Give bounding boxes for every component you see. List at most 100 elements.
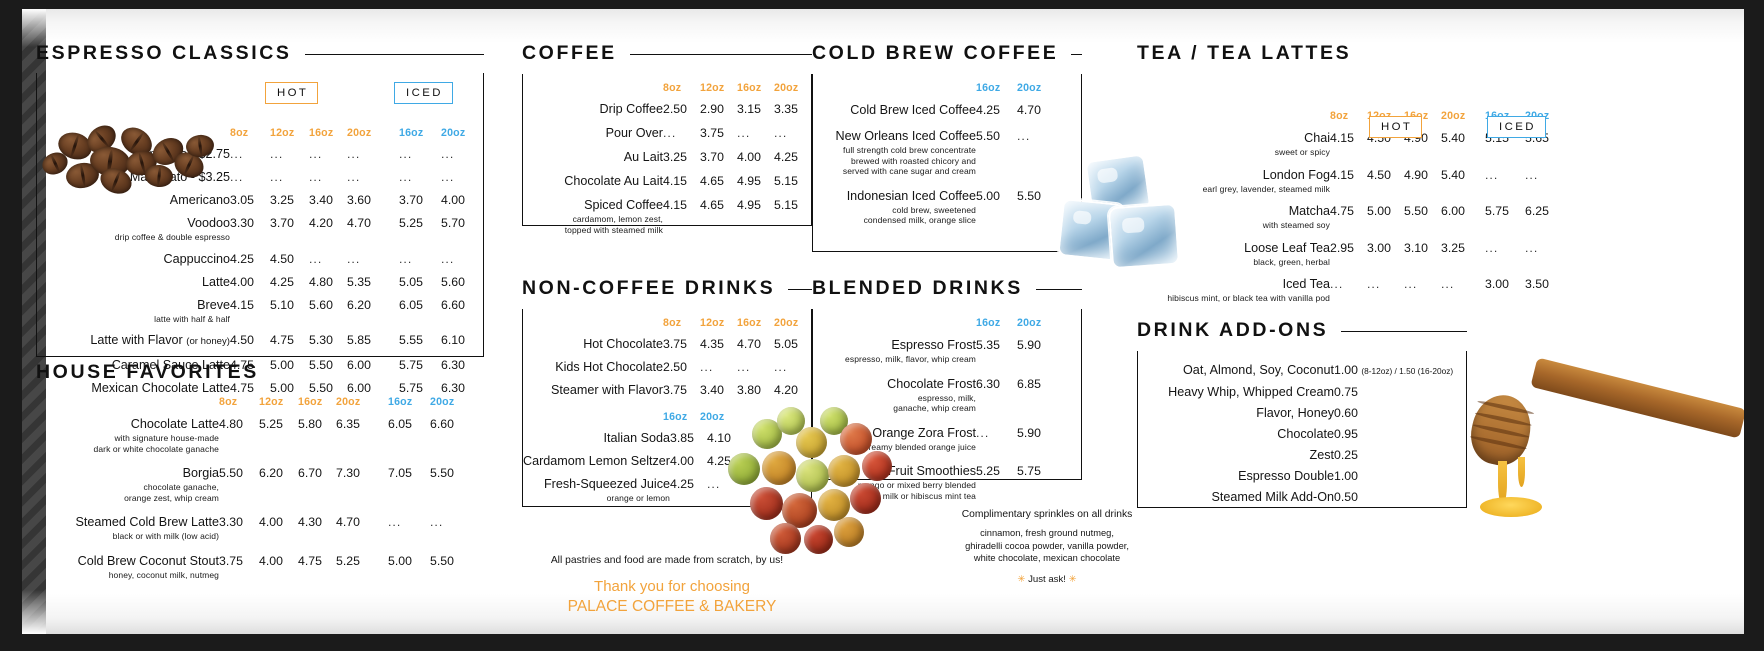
item-price: 5.50 — [309, 358, 333, 372]
sprinkles-list: cinnamon, fresh ground nutmeg, ghiradelli… — [965, 528, 1129, 563]
item-description: black, green, herbal — [1253, 256, 1330, 267]
menu-paper: ESPRESSO CLASSICS HOT ICED 8oz 12oz 16oz… — [22, 9, 1744, 634]
item-price: 5.60 — [441, 274, 465, 289]
item-price: 4.80 — [309, 274, 333, 289]
sprinkles-heading: Complimentary sprinkles on all drinks — [961, 509, 1133, 520]
item-price: 5.10 — [270, 297, 294, 312]
table-row: London Fog 4.15 4.50 4.90 5.40...... — [1137, 158, 1577, 182]
table-row: Breve 4.15 5.10 5.60 6.20 6.05 6.60 — [37, 289, 483, 312]
section-title: ESPRESSO CLASSICS — [36, 42, 292, 64]
coffee-rows: Drip Coffee 2.50 2.90 3.15 3.35 Pour Over... 3… — [523, 94, 811, 235]
table-row: Spiced Coffee 4.15 4.65 4.95 5.15 — [523, 188, 811, 212]
star-icon-left: ✳ — [1017, 573, 1026, 585]
table-row-description: drip coffee & double espresso — [37, 230, 483, 243]
item-price: 2.50 — [663, 360, 687, 374]
item-price: 6.60 — [430, 417, 454, 431]
table-row: Caramel Sauce Latte 4.75 5.00 5.50 6.00 5.75 6… — [37, 349, 483, 372]
item-price: 5.25 — [976, 464, 1000, 478]
item-price: 3.10 — [1404, 240, 1428, 255]
item-description: orange or lemon — [606, 493, 670, 503]
size-20oz: 20oz — [1441, 110, 1466, 122]
item-price: 5.00 — [1367, 204, 1391, 218]
item-price: ... — [230, 170, 244, 184]
cold-brew-frame: 16oz 20oz Cold Brew Iced Coffee 4.25 4.70 N… — [812, 74, 1082, 252]
section-cold-brew-coffee: COLD BREW COFFEE 16oz 20oz Cold Brew Ice… — [812, 42, 1082, 252]
pastries-note-text: All pastries and food are made from scra… — [550, 555, 784, 566]
coffee-table: 8oz 12oz 16oz 20oz — [523, 82, 811, 94]
table-row: Steamer with Flavor 3.75 3.40 3.80 4.20 — [523, 374, 811, 397]
item-price: 3.80 — [737, 383, 761, 397]
item-price: 4.65 — [700, 198, 724, 212]
item-description: espresso, milk, flavor, whip cream — [845, 354, 976, 364]
table-row: Chocolate Latte 4.80 5.25 5.80 6.35 6.05 6.60 — [36, 408, 466, 431]
item-price: ... — [347, 170, 361, 184]
item-name: Cold Brew Coconut Stout — [77, 553, 219, 568]
iced-label: ICED — [394, 82, 453, 104]
item-price: 3.25 — [1441, 240, 1465, 255]
size-8oz: 8oz — [663, 82, 682, 94]
item-price: ... — [1485, 240, 1499, 255]
heading-rule — [1071, 53, 1082, 56]
table-row: Espresso Double 1.00 — [1138, 462, 1466, 483]
item-price: 4.65 — [700, 174, 724, 188]
item-description: hibiscus mint, or black tea with vanilla… — [1167, 293, 1330, 303]
add-ons-rows: Oat, Almond, Soy, Coconut 1.00 (8-12oz) /… — [1138, 361, 1466, 504]
item-name: Latte with Flavor (or honey) — [90, 333, 230, 347]
item-price: 5.50 — [430, 466, 454, 480]
table-row-description: with steamed soy — [1137, 218, 1577, 231]
hot-pill-tea: HOT — [1369, 116, 1423, 138]
section-espresso-classics: ESPRESSO CLASSICS HOT ICED 8oz 12oz 16oz… — [36, 42, 484, 395]
item-price: 3.75 — [700, 126, 724, 140]
item-price: 6.20 — [259, 466, 283, 480]
section-drink-add-ons: DRINK ADD-ONS Oat, Almond, Soy, Coconut 1… — [1137, 319, 1467, 508]
size-iced-16oz: 16oz — [976, 317, 1001, 329]
house-favorites-heading: HOUSE FAVORITES — [36, 361, 466, 384]
table-row: Borgia 5.50 6.20 6.70 7.30 7.05 5.50 — [36, 454, 466, 480]
item-price: 4.10 — [707, 431, 731, 445]
house-favorites-body: 8oz 12oz 16oz 20oz 16oz 20oz Chocolate L… — [36, 396, 466, 580]
table-row: Italian Soda 3.85 4.10 — [523, 423, 811, 445]
table-row: Mexican Chocolate Latte 4.75 5.00 5.50 6.00 5… — [37, 372, 483, 395]
item-price: 5.05 — [774, 337, 798, 351]
item-price: ... — [700, 360, 714, 374]
item-price: ... — [230, 147, 244, 161]
non-coffee-frame: 8oz 12oz 16oz 20oz Hot Chocolate 3.75 4.35… — [522, 309, 812, 507]
size-header-row: 8oz 12oz 16oz 20oz — [523, 82, 811, 94]
addon-price: 1.00 — [1334, 469, 1358, 483]
item-name: Steamed Cold Brew Latte — [75, 515, 219, 529]
cold-brew-table: 16oz 20oz — [813, 82, 1081, 94]
honey-dipper-image — [1384, 339, 1744, 569]
table-row-description: espresso, milk, flavor, whip cream — [813, 352, 1081, 365]
item-price: 4.95 — [737, 174, 761, 188]
item-name: Kids Hot Chocolate — [555, 360, 663, 374]
item-price: 5.70 — [441, 216, 465, 230]
table-row: Chocolate Frost 6.30 6.85 — [813, 365, 1081, 391]
item-price: 6.85 — [1017, 376, 1041, 391]
item-price: 3.70 — [270, 216, 294, 230]
item-price: 3.60 — [347, 193, 371, 207]
addon-name: Espresso Double — [1238, 469, 1334, 483]
size-iced-16oz: 16oz — [976, 82, 1001, 94]
item-price: 4.15 — [1330, 131, 1354, 145]
size-iced-16oz: 16oz — [388, 396, 413, 408]
item-name: Cardamom Lemon Seltzer — [523, 454, 670, 468]
just-ask-text: Just ask! — [1028, 573, 1066, 585]
item-price: 4.95 — [737, 198, 761, 212]
item-price: 5.90 — [1017, 338, 1041, 352]
table-row-description: sweet or spicy — [1137, 145, 1577, 158]
item-price: 4.50 — [1367, 167, 1391, 182]
honey-dipper-handle — [1530, 357, 1744, 439]
table-row-description: latte with half & half — [37, 312, 483, 325]
section-title: BLENDED DRINKS — [812, 277, 1023, 299]
item-price: ... — [309, 170, 323, 184]
item-name: Mexican Chocolate Latte — [91, 381, 230, 395]
table-row-description: with signature house-made dark or white c… — [36, 431, 466, 454]
item-description: mango or mixed berry blended with milk or… — [857, 480, 976, 501]
table-row: Cappuccino 4.25 4.50............ — [37, 243, 483, 266]
item-price: 4.15 — [1330, 167, 1354, 182]
table-row: Au Lait 3.25 3.70 4.00 4.25 — [523, 140, 811, 164]
espresso-classics-heading: ESPRESSO CLASSICS — [36, 42, 484, 65]
item-price: 3.40 — [700, 383, 724, 397]
item-price: ... — [270, 147, 284, 161]
item-price: 5.25 — [336, 553, 360, 568]
